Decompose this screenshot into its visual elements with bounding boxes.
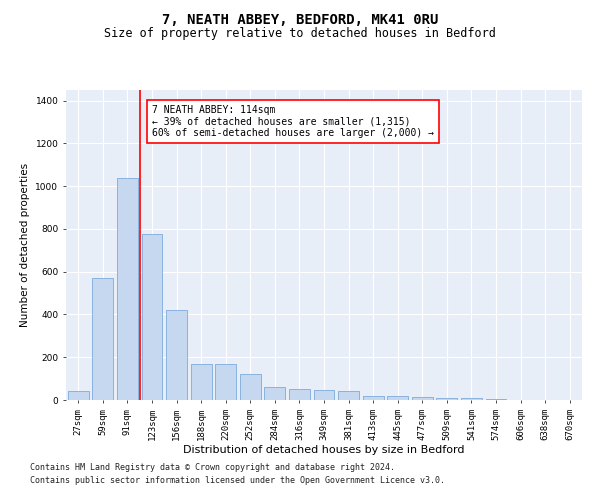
Text: Size of property relative to detached houses in Bedford: Size of property relative to detached ho… [104,28,496,40]
Bar [485,399,506,400]
Bar [117,178,138,400]
Bar [461,398,482,400]
Bar [92,278,113,400]
Text: Contains HM Land Registry data © Crown copyright and database right 2024.: Contains HM Land Registry data © Crown c… [30,464,395,472]
Bar [338,392,359,400]
Bar [142,234,163,400]
Bar [191,364,212,400]
Text: 7 NEATH ABBEY: 114sqm
← 39% of detached houses are smaller (1,315)
60% of semi-d: 7 NEATH ABBEY: 114sqm ← 39% of detached … [152,105,434,138]
Bar [362,396,383,400]
Bar [240,374,261,400]
Bar [412,397,433,400]
Bar [68,392,89,400]
Text: Contains public sector information licensed under the Open Government Licence v3: Contains public sector information licen… [30,476,445,485]
Bar [265,387,286,400]
Y-axis label: Number of detached properties: Number of detached properties [20,163,30,327]
Bar [289,390,310,400]
Bar [387,396,408,400]
Bar [215,364,236,400]
Text: 7, NEATH ABBEY, BEDFORD, MK41 0RU: 7, NEATH ABBEY, BEDFORD, MK41 0RU [162,12,438,26]
Bar [436,398,457,400]
X-axis label: Distribution of detached houses by size in Bedford: Distribution of detached houses by size … [183,446,465,456]
Bar [166,310,187,400]
Bar [314,390,334,400]
